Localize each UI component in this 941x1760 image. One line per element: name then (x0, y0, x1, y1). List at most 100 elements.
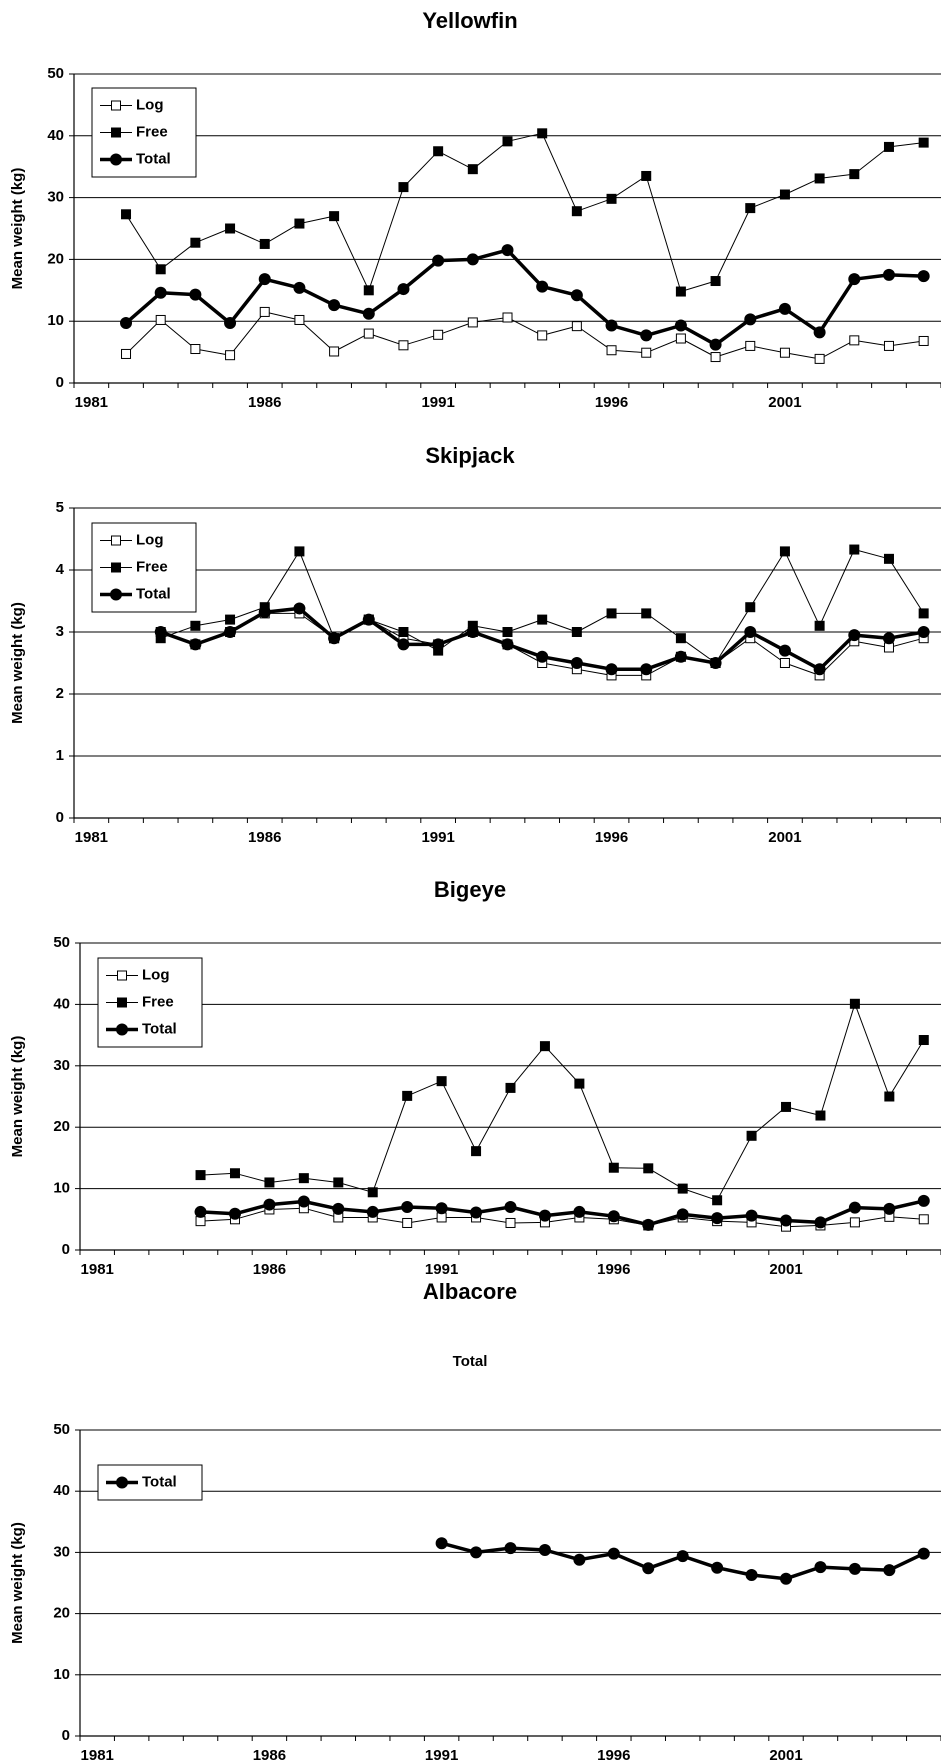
y-tick-label: 30 (53, 1057, 70, 1074)
point (536, 280, 549, 293)
point (849, 544, 860, 555)
legend-label: Total (142, 1473, 177, 1490)
point (883, 1202, 896, 1215)
legend-label: Log (136, 531, 164, 548)
legend-marker (111, 562, 121, 573)
point (710, 276, 721, 287)
point (329, 346, 340, 357)
point (606, 345, 617, 356)
point (293, 602, 306, 615)
point (608, 1162, 619, 1173)
point (711, 1212, 724, 1225)
point (675, 333, 686, 344)
x-tick-label: 1981 (75, 829, 108, 846)
y-tick-label: 0 (56, 374, 64, 391)
y-tick-label: 0 (62, 1727, 70, 1744)
point (712, 1195, 723, 1206)
point (675, 633, 686, 644)
point (917, 270, 930, 283)
point (501, 244, 514, 257)
point (570, 289, 583, 302)
series-line (160, 549, 925, 664)
point (155, 264, 166, 275)
point (641, 170, 652, 181)
point (643, 1163, 654, 1174)
legend-label: Total (136, 585, 171, 602)
y-tick-label: 40 (53, 995, 70, 1012)
point (328, 299, 341, 312)
y-tick-label: 1 (56, 747, 64, 764)
point (501, 638, 514, 651)
point (504, 1542, 517, 1555)
point (435, 1202, 448, 1215)
point (362, 307, 375, 320)
point (607, 1210, 620, 1223)
point (294, 546, 305, 557)
x-tick-label: 2001 (769, 1747, 802, 1760)
point (745, 340, 756, 351)
x-tick-label: 1986 (248, 394, 281, 411)
point (918, 608, 929, 619)
point (154, 286, 167, 299)
point (642, 1562, 655, 1575)
x-tick-label: 1991 (421, 829, 454, 846)
point (674, 319, 687, 332)
point (917, 1547, 930, 1560)
point (293, 281, 306, 294)
point (574, 1078, 585, 1089)
y-tick-label: 4 (56, 561, 65, 578)
y-tick-label: 50 (47, 65, 64, 82)
point (264, 1177, 275, 1188)
point (432, 638, 445, 651)
point (675, 286, 686, 297)
y-tick-label: 2 (56, 685, 64, 702)
chart-title: Yellowfin (422, 8, 517, 33)
point (397, 638, 410, 651)
series-line (124, 248, 924, 347)
point (814, 620, 825, 631)
point (154, 626, 167, 638)
legend-label: Free (136, 558, 168, 575)
point (332, 1202, 345, 1215)
point (676, 1208, 689, 1221)
point (539, 1041, 550, 1052)
y-tick-label: 30 (53, 1543, 70, 1560)
point (505, 1082, 516, 1093)
chart-subtitle: Total (453, 1353, 488, 1370)
x-tick-label: 1996 (595, 394, 628, 411)
point (402, 1090, 413, 1101)
point (573, 1553, 586, 1566)
point (883, 553, 894, 564)
point (363, 285, 374, 296)
point (297, 1195, 310, 1208)
point (744, 313, 757, 326)
y-tick-label: 50 (53, 934, 70, 951)
y-tick-label: 5 (56, 499, 64, 516)
legend-label: Total (142, 1020, 177, 1037)
y-tick-label: 20 (53, 1605, 70, 1622)
point (813, 326, 826, 339)
point (466, 626, 479, 638)
x-tick-label: 1996 (597, 1747, 630, 1760)
point (779, 189, 790, 200)
chart-title: Bigeye (434, 877, 506, 902)
point (259, 306, 270, 317)
legend-label: Log (142, 966, 170, 983)
point (848, 273, 861, 286)
y-tick-label: 50 (53, 1421, 70, 1438)
point (882, 632, 895, 645)
point (849, 1217, 860, 1228)
y-axis-label: Mean weight (kg) (9, 168, 26, 290)
point (605, 663, 618, 676)
point (398, 627, 409, 637)
legend-marker (111, 127, 121, 138)
point (258, 273, 271, 286)
point (294, 314, 305, 325)
point (433, 146, 444, 157)
legend-label: Total (136, 150, 171, 167)
x-tick-label: 1981 (81, 1261, 114, 1278)
point (607, 1547, 620, 1560)
point (918, 1214, 929, 1225)
point (918, 335, 929, 346)
point (502, 136, 513, 147)
